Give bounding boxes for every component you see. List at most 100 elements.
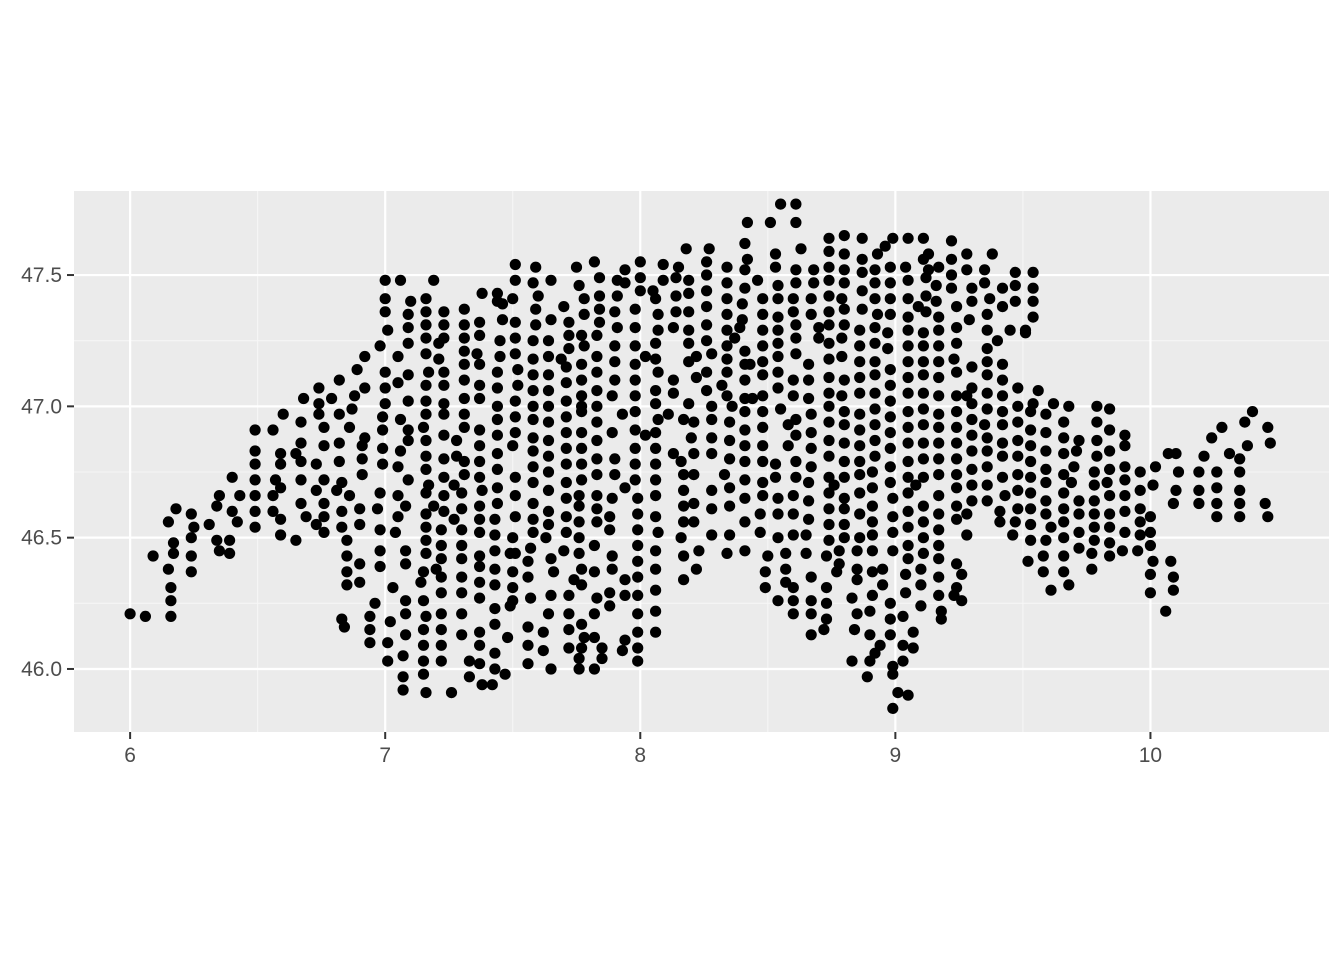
data-point xyxy=(474,358,486,370)
data-point xyxy=(249,521,261,533)
data-point xyxy=(757,421,769,433)
data-point xyxy=(933,589,945,602)
data-point xyxy=(951,482,963,494)
data-point xyxy=(1104,550,1116,562)
data-point xyxy=(1027,282,1039,294)
data-point xyxy=(657,258,669,271)
data-point xyxy=(527,413,539,426)
data-point xyxy=(672,261,685,273)
data-point xyxy=(1025,471,1037,483)
data-point xyxy=(1037,566,1049,578)
data-point xyxy=(650,442,662,454)
data-point xyxy=(639,429,652,441)
data-point xyxy=(864,605,876,617)
data-point xyxy=(573,547,585,560)
data-point xyxy=(961,264,973,276)
data-point xyxy=(494,335,506,347)
data-point xyxy=(542,416,555,428)
data-point xyxy=(420,348,432,360)
data-point xyxy=(420,293,432,305)
data-point xyxy=(474,316,486,328)
data-point xyxy=(902,387,914,399)
data-point xyxy=(902,311,914,323)
data-point xyxy=(823,337,835,349)
data-point xyxy=(629,374,641,386)
data-point xyxy=(670,290,682,302)
data-point xyxy=(570,261,583,273)
data-point xyxy=(900,587,912,599)
data-point xyxy=(805,293,817,305)
data-point xyxy=(854,508,866,520)
data-point xyxy=(474,658,486,670)
data-point xyxy=(871,308,884,320)
data-point xyxy=(951,453,963,465)
data-point xyxy=(790,216,802,229)
data-point xyxy=(706,503,718,515)
data-point xyxy=(838,419,850,431)
data-point xyxy=(1104,403,1116,415)
data-point xyxy=(226,505,238,517)
data-point xyxy=(448,513,460,525)
data-point xyxy=(805,408,817,420)
data-point xyxy=(527,497,539,510)
data-point xyxy=(869,277,881,289)
data-point xyxy=(930,279,942,292)
data-point xyxy=(1104,463,1116,475)
data-point xyxy=(456,524,468,536)
data-point xyxy=(231,516,243,528)
data-point xyxy=(790,198,802,210)
data-point xyxy=(981,387,993,399)
data-point xyxy=(606,492,618,504)
data-point xyxy=(780,563,792,575)
data-point xyxy=(897,639,909,651)
data-point xyxy=(683,337,695,349)
data-point xyxy=(527,277,539,289)
data-point xyxy=(678,574,690,586)
data-point xyxy=(729,332,741,344)
data-point xyxy=(374,560,386,573)
data-point xyxy=(1193,484,1205,496)
data-point xyxy=(1104,508,1116,520)
data-point xyxy=(701,385,713,397)
data-point xyxy=(757,390,769,402)
data-point xyxy=(1009,295,1021,307)
data-point xyxy=(364,637,376,649)
data-point xyxy=(606,563,618,575)
data-point xyxy=(884,379,896,391)
data-point xyxy=(124,608,136,620)
data-point xyxy=(739,345,751,357)
data-point xyxy=(887,526,899,539)
data-point xyxy=(591,434,603,447)
data-point xyxy=(502,631,514,644)
data-point xyxy=(772,311,784,323)
data-point xyxy=(981,369,993,381)
data-point xyxy=(966,398,978,410)
data-point xyxy=(917,356,930,368)
data-point xyxy=(739,516,751,528)
data-point xyxy=(359,382,371,394)
data-point xyxy=(769,458,782,470)
data-point xyxy=(869,419,881,431)
data-point xyxy=(678,484,690,496)
data-point xyxy=(420,379,432,391)
data-point xyxy=(542,350,555,363)
data-point xyxy=(1058,448,1070,460)
data-point xyxy=(917,232,930,244)
data-point xyxy=(838,492,850,504)
data-point xyxy=(933,421,945,433)
data-point xyxy=(1134,484,1146,496)
data-point xyxy=(313,408,325,420)
data-point xyxy=(683,287,695,299)
data-point xyxy=(1147,555,1159,567)
data-point xyxy=(706,484,718,496)
data-point xyxy=(379,366,391,378)
x-axis: 6 7 8 9 10 xyxy=(124,732,1162,767)
data-point xyxy=(249,445,261,457)
data-point xyxy=(869,264,881,276)
data-point xyxy=(951,500,963,512)
data-point xyxy=(632,555,644,567)
data-point xyxy=(532,290,544,302)
data-point xyxy=(1009,279,1021,292)
data-point xyxy=(576,474,588,486)
data-point xyxy=(1104,424,1116,436)
